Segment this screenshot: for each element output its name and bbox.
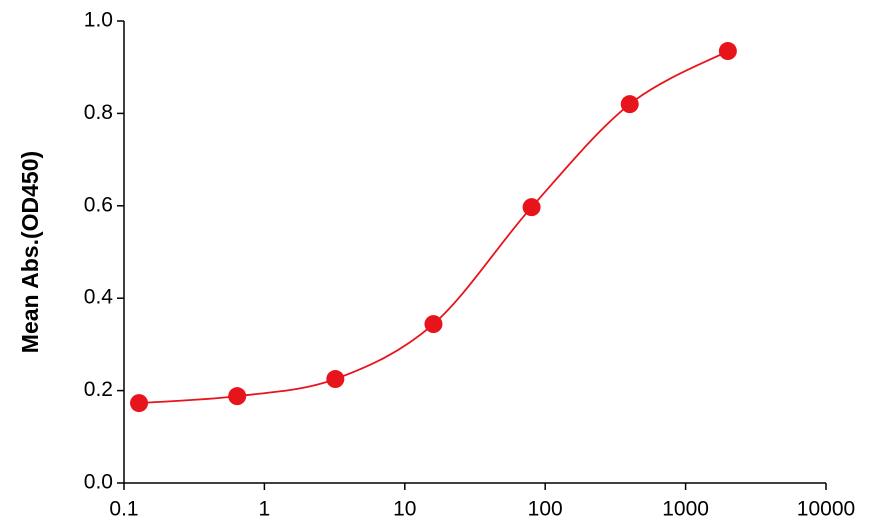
- x-tick-label: 0.1: [109, 498, 138, 521]
- y-tick-label: 0.0: [84, 471, 113, 494]
- y-tick-label: 0.6: [84, 193, 113, 216]
- fit-curve: [138, 50, 729, 404]
- point: [718, 42, 737, 61]
- x-tick-label: 1: [259, 498, 271, 521]
- point: [620, 95, 639, 114]
- point: [522, 198, 541, 217]
- y-tick-label: 1.0: [84, 9, 113, 32]
- y-tick-label: 0.8: [84, 101, 113, 124]
- x-tick-label: 1000: [662, 498, 709, 521]
- point: [130, 394, 149, 413]
- y-tick-label: 0.4: [84, 286, 114, 309]
- y-tick-label: 0.2: [84, 378, 113, 401]
- y-axis-title: Mean Abs.(OD450): [17, 151, 43, 353]
- x-tick-label: 10: [393, 498, 416, 521]
- x-tick-label: 100: [528, 498, 563, 521]
- x-tick-label: 10000: [797, 498, 855, 521]
- point: [326, 370, 345, 389]
- point: [424, 315, 443, 334]
- point: [228, 387, 247, 406]
